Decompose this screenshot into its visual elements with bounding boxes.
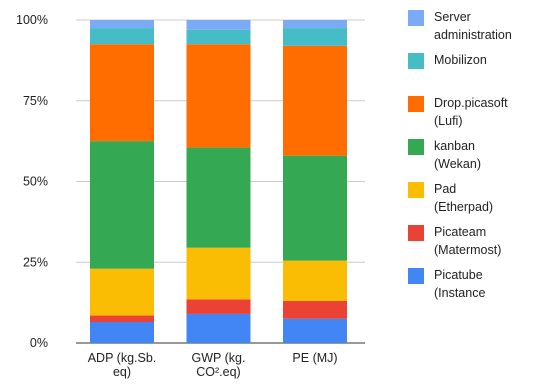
bar-segment xyxy=(283,28,347,46)
bar-segment xyxy=(186,44,251,148)
y-tick-label: 50% xyxy=(23,175,48,189)
bar-segment xyxy=(283,318,347,343)
bar-segment xyxy=(186,147,251,248)
y-tick-label: 75% xyxy=(23,94,48,108)
bar-segment xyxy=(186,313,251,343)
y-tick-label: 0% xyxy=(30,336,48,350)
x-category-label: eq) xyxy=(113,365,131,379)
bar-segment xyxy=(186,29,251,45)
bar-segment xyxy=(283,20,347,29)
y-tick-label: 25% xyxy=(23,255,48,269)
x-category-label: CO².eq) xyxy=(196,365,240,379)
legend-item: kanban (Wekan) xyxy=(408,137,534,180)
bar-segment xyxy=(283,45,347,156)
legend-label: Pad (Etherpad) xyxy=(434,182,494,214)
legend-label: Mobilizon xyxy=(434,53,487,67)
bar-segment xyxy=(186,20,251,30)
legend-item: Drop.picasoft (Lufi) xyxy=(408,94,534,137)
bar-segment xyxy=(90,268,154,316)
legend: Server administration Mobilizon Drop.picas… xyxy=(408,8,534,309)
legend-label: Picateam (Matermost) xyxy=(434,225,502,257)
legend-label: Picatube (Instance xyxy=(434,268,486,300)
bar-segment xyxy=(90,315,154,323)
bar-segment xyxy=(90,141,154,269)
legend-item: Server administration xyxy=(408,8,534,51)
legend-label: Drop.picasoft (Lufi) xyxy=(434,96,508,128)
bar-segment xyxy=(283,155,347,261)
bar-segment xyxy=(90,20,154,29)
legend-item: Mobilizon xyxy=(408,51,534,94)
legend-swatch xyxy=(408,268,424,284)
x-category-label: ADP (kg.Sb. xyxy=(88,351,157,365)
legend-label: Server administration xyxy=(434,10,512,42)
bar-segment xyxy=(90,28,154,45)
legend-swatch xyxy=(408,10,424,26)
legend-item: Pad (Etherpad) xyxy=(408,180,534,223)
bar-segment xyxy=(90,322,154,343)
x-category-label: GWP (kg. xyxy=(192,351,246,365)
legend-item: Picateam (Matermost) xyxy=(408,223,534,266)
y-tick-label: 100% xyxy=(16,13,48,27)
bar-segment xyxy=(90,44,154,142)
legend-swatch xyxy=(408,139,424,155)
bar-segment xyxy=(283,260,347,302)
x-category-label: PE (MJ) xyxy=(292,351,337,365)
legend-item: Picatube (Instance xyxy=(408,266,534,309)
legend-swatch xyxy=(408,225,424,241)
legend-label: kanban (Wekan) xyxy=(434,139,482,171)
bar-segment xyxy=(283,301,347,319)
bar-segment xyxy=(186,299,251,314)
legend-swatch xyxy=(408,96,424,112)
bar-segment xyxy=(186,247,251,300)
legend-swatch xyxy=(408,53,424,69)
legend-swatch xyxy=(408,182,424,198)
